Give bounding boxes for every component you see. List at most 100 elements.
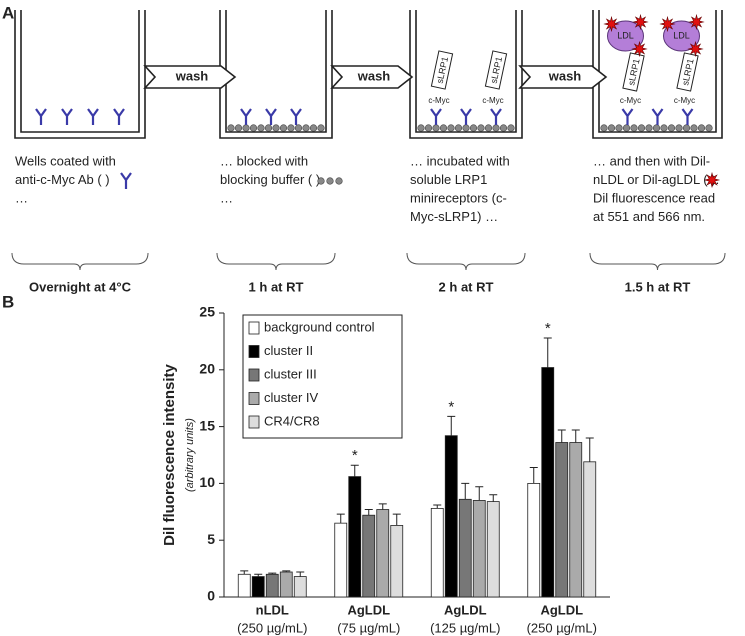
wash-label: wash — [548, 68, 582, 83]
blocking-bead — [637, 124, 646, 132]
blocking-bead — [469, 124, 478, 132]
dye-star — [687, 40, 704, 58]
blocking-bead — [690, 124, 698, 132]
x-tick-label: AgLDL — [444, 602, 487, 617]
blocking-bead — [242, 124, 250, 132]
antibody — [290, 108, 302, 125]
significance-marker: * — [352, 447, 358, 464]
bar — [251, 576, 265, 598]
bar — [472, 500, 486, 598]
blocking-bead — [492, 124, 500, 132]
error-bar — [489, 494, 498, 502]
error-bar — [378, 503, 387, 510]
blocking-bead — [317, 177, 325, 185]
significance-marker: * — [448, 398, 454, 415]
step-caption: … incubated with — [410, 153, 510, 168]
receptor: sLRP1 — [484, 50, 508, 90]
step-caption: minireceptors (c- — [410, 190, 507, 205]
blocking-bead — [249, 124, 258, 132]
legend-swatch — [248, 368, 260, 382]
wash-arrow — [518, 65, 608, 89]
ldl-label: LDL — [673, 30, 690, 40]
x-tick-note: (250 µg/mL) — [237, 620, 307, 635]
blocking-bead — [697, 124, 706, 132]
receptor: sLRP1 — [622, 52, 645, 92]
blocking-bead — [272, 124, 280, 132]
blocking-bead — [454, 124, 463, 132]
antibody — [651, 108, 664, 125]
dye-star — [632, 13, 649, 31]
antibody — [265, 108, 277, 125]
well-inner — [20, 10, 140, 133]
blocking-bead — [615, 124, 623, 132]
legend-label: background control — [264, 319, 375, 334]
blocking-bead — [279, 124, 288, 132]
blocking-bead — [645, 124, 653, 132]
blocking-bead — [227, 124, 235, 132]
legend-label: cluster III — [264, 366, 317, 381]
antibody — [87, 108, 99, 125]
panel-label: A — [2, 3, 14, 22]
step-caption: Dil fluorescence read — [593, 190, 715, 205]
wash-arrow — [143, 65, 237, 89]
blocking-bead — [600, 124, 608, 132]
blocking-bead — [462, 124, 470, 132]
x-tick-note: (75 µg/mL) — [337, 620, 400, 635]
y-axis-sublabel: (arbitrary units) — [184, 418, 196, 492]
error-bar — [585, 437, 594, 462]
dye-star — [703, 171, 721, 189]
bar — [527, 482, 541, 598]
ldl-label: LDL — [617, 30, 634, 40]
bar — [555, 442, 569, 598]
bracket — [11, 252, 149, 271]
blocking-bead — [234, 124, 243, 132]
well — [14, 10, 146, 139]
antibody — [681, 108, 694, 125]
well-inner — [225, 10, 327, 133]
blocking-bead — [630, 124, 638, 132]
error-bar — [392, 513, 401, 526]
y-tick-label: 25 — [199, 304, 215, 320]
antibody — [113, 108, 125, 125]
tag-label: c-Myc — [620, 96, 641, 105]
x-tick-note: (125 µg/mL) — [430, 620, 500, 635]
antibody — [621, 108, 634, 125]
blocking-bead — [652, 124, 661, 132]
blocking-bead — [424, 124, 433, 132]
tag-label: c-Myc — [674, 96, 695, 105]
wash-arrow — [330, 65, 414, 89]
blocking-bead — [326, 177, 334, 185]
bracket — [589, 252, 726, 271]
receptor: sLRP1 — [430, 50, 454, 90]
blocking-bead — [432, 124, 440, 132]
legend-box — [242, 314, 403, 439]
step-time: 2 h at RT — [439, 279, 494, 294]
blocking-bead — [335, 177, 343, 185]
bar — [430, 507, 444, 598]
bar — [583, 461, 597, 598]
x-tick-label: AgLDL — [540, 602, 583, 617]
y-tick-label: 20 — [199, 361, 215, 377]
blocking-bead — [287, 124, 295, 132]
error-bar — [557, 429, 566, 443]
well — [219, 10, 333, 139]
blocking-bead — [682, 124, 691, 132]
bar — [444, 435, 458, 598]
bar — [362, 514, 376, 598]
bar — [390, 525, 404, 598]
step-caption: blocking buffer ( ) — [220, 172, 320, 187]
blocking-bead — [484, 124, 493, 132]
wash-label: wash — [357, 68, 391, 83]
blocking-bead — [607, 124, 616, 132]
bar — [458, 498, 472, 598]
dye-star — [659, 15, 676, 33]
antibody — [460, 108, 472, 125]
bracket — [406, 252, 526, 271]
blocking-bead — [507, 124, 515, 132]
blocking-bead — [675, 124, 683, 132]
step-time: 1 h at RT — [249, 279, 304, 294]
bracket — [216, 252, 336, 271]
y-tick-label: 0 — [207, 588, 215, 604]
blocking-bead — [439, 124, 448, 132]
bar — [334, 522, 348, 598]
